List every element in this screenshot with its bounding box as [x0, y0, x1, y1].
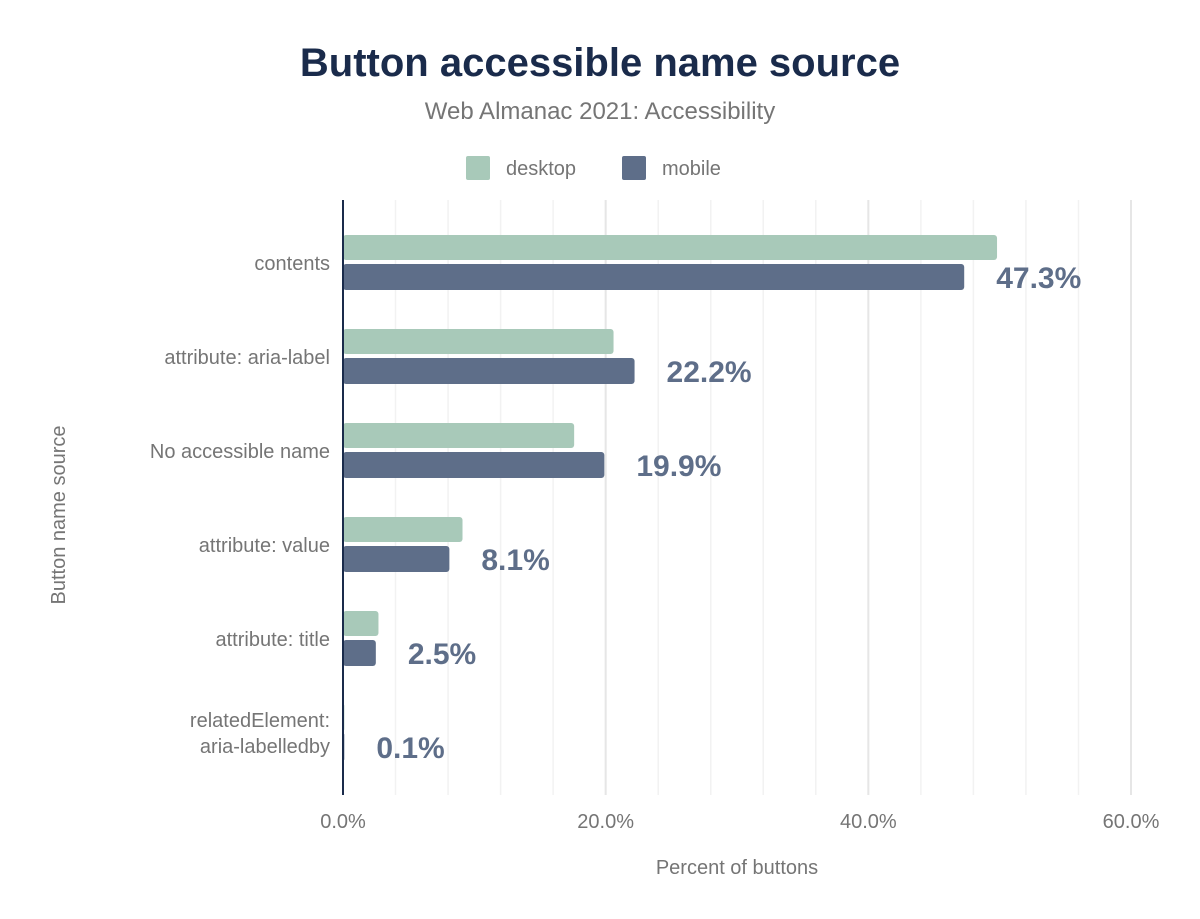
- gridlines: [394, 200, 1132, 795]
- bar-desktop: [343, 423, 575, 448]
- legend: desktop mobile: [466, 156, 721, 180]
- data-label: 47.3%: [996, 262, 1081, 295]
- x-tick-label: 60.0%: [1103, 811, 1160, 833]
- category-label: attribute: aria-label: [164, 347, 330, 369]
- x-tick-labels: 0.0% 20.0% 40.0% 60.0%: [320, 811, 1159, 833]
- bars: 47.3% 22.2% 19.9% 8.1% 2.5% 0.1%: [343, 235, 1081, 765]
- bar-desktop: [343, 235, 998, 260]
- bar-desktop: [343, 611, 379, 636]
- x-tick-label: 0.0%: [320, 811, 366, 833]
- bar-mobile: [343, 640, 376, 666]
- data-label: 8.1%: [481, 544, 549, 577]
- y-axis-label: Button name source: [48, 426, 70, 605]
- x-axis-label: Percent of buttons: [656, 857, 818, 879]
- category-label: No accessible name: [150, 441, 330, 463]
- chart-title: Button accessible name source: [300, 41, 900, 85]
- category-label: attribute: title: [215, 629, 330, 651]
- legend-label-desktop: desktop: [506, 158, 576, 180]
- data-label: 19.9%: [636, 450, 721, 483]
- category-label: contents: [254, 253, 330, 275]
- bar-mobile: [343, 264, 965, 290]
- chart-subtitle: Web Almanac 2021: Accessibility: [425, 98, 775, 125]
- bar-mobile: [343, 358, 635, 384]
- data-label: 22.2%: [667, 356, 752, 389]
- bar-desktop: [343, 329, 614, 354]
- category-labels: contents attribute: aria-label No accessib…: [150, 253, 330, 758]
- data-label: 0.1%: [376, 732, 444, 765]
- category-label: aria-labelledby: [200, 736, 330, 758]
- bar-mobile: [343, 546, 450, 572]
- category-label: attribute: value: [199, 535, 330, 557]
- legend-label-mobile: mobile: [662, 158, 721, 180]
- bar-desktop: [343, 517, 463, 542]
- x-tick-label: 20.0%: [577, 811, 634, 833]
- legend-swatch-desktop: [466, 156, 490, 180]
- category-label: relatedElement:: [190, 710, 330, 732]
- bar-mobile: [343, 452, 605, 478]
- x-tick-label: 40.0%: [840, 811, 897, 833]
- legend-swatch-mobile: [622, 156, 646, 180]
- data-label: 2.5%: [408, 638, 476, 671]
